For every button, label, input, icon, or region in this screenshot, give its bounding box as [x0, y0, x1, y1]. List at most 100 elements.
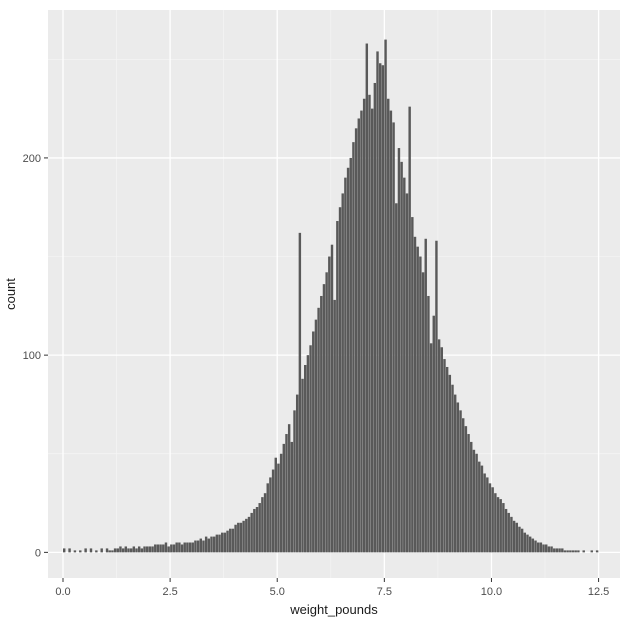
histogram-bar [288, 424, 290, 552]
histogram-bar [596, 550, 598, 552]
histogram-bar [427, 296, 429, 552]
histogram-bar [117, 548, 119, 552]
histogram-bar [542, 544, 544, 552]
histogram-bar [513, 521, 515, 553]
histogram-bar [366, 44, 368, 553]
histogram-bar [473, 450, 475, 553]
histogram-bar [591, 550, 593, 552]
histogram-bar [406, 193, 408, 552]
histogram-bar [224, 533, 226, 553]
x-tick-label: 10.0 [481, 586, 502, 598]
histogram-bar [398, 148, 400, 552]
histogram-bar [213, 537, 215, 553]
histogram-bar [285, 434, 287, 552]
histogram-bar [280, 454, 282, 553]
histogram-bar [229, 529, 231, 553]
histogram-bar [550, 546, 552, 552]
histogram-bar [524, 533, 526, 553]
histogram-bar [419, 257, 421, 553]
histogram-bar [202, 541, 204, 553]
x-tick-label: 0.0 [55, 586, 70, 598]
histogram-bar [218, 535, 220, 553]
histogram-bar [486, 477, 488, 552]
y-tick-label: 0 [35, 547, 41, 559]
histogram-bar [325, 272, 327, 552]
histogram-bar [307, 355, 309, 552]
chart-svg: 0.02.55.07.510.012.50100200weight_pounds… [0, 0, 630, 630]
histogram-bar [114, 548, 116, 552]
histogram-bar [339, 207, 341, 552]
histogram-bar [296, 395, 298, 553]
histogram-bar [435, 241, 437, 553]
x-tick-label: 5.0 [270, 586, 285, 598]
histogram-bar [159, 544, 161, 552]
histogram-bar [449, 375, 451, 552]
histogram-bar [119, 546, 121, 552]
histogram-bar [462, 418, 464, 552]
histogram-bar [526, 535, 528, 553]
histogram-bar [443, 359, 445, 552]
histogram-bar [106, 548, 108, 552]
y-tick-label: 100 [23, 350, 41, 362]
histogram-bar [320, 296, 322, 552]
histogram-bar [459, 410, 461, 552]
histogram-bar [184, 543, 186, 553]
histogram-bar [454, 395, 456, 553]
histogram-bar [441, 347, 443, 552]
histogram-bar [403, 178, 405, 553]
histogram-bar [143, 546, 145, 552]
histogram-bar [395, 203, 397, 552]
histogram-bar [205, 537, 207, 553]
histogram-bar [253, 509, 255, 552]
histogram-bar [299, 233, 301, 552]
histogram-bar [376, 51, 378, 552]
histogram-bar [532, 539, 534, 553]
histogram-bar [583, 550, 585, 552]
histogram-bar [226, 531, 228, 553]
histogram-bar [84, 548, 86, 552]
histogram-bar [79, 550, 81, 552]
histogram-bar [165, 543, 167, 553]
histogram-bar [521, 529, 523, 553]
histogram-bar [446, 367, 448, 552]
histogram-bar [111, 550, 113, 552]
histogram-bar [138, 546, 140, 552]
histogram-bar [467, 434, 469, 552]
histogram-bar [347, 168, 349, 553]
histogram-bar [363, 99, 365, 553]
histogram-bar [317, 308, 319, 553]
histogram-bar [382, 65, 384, 552]
histogram-bar [291, 442, 293, 552]
histogram-bar [237, 523, 239, 553]
histogram-bar [451, 385, 453, 553]
histogram-bar [483, 473, 485, 552]
histogram-bar [221, 533, 223, 553]
histogram-bar [558, 548, 560, 552]
histogram-bar [350, 158, 352, 552]
histogram-bar [293, 410, 295, 552]
histogram-bar [387, 99, 389, 553]
histogram-bar [572, 550, 574, 552]
histogram-bar [216, 535, 218, 553]
histogram-bar [518, 527, 520, 553]
histogram-bar [331, 245, 333, 553]
histogram-bar [341, 193, 343, 552]
histogram-bar [109, 550, 111, 552]
histogram-bar [379, 63, 381, 552]
histogram-bar [162, 544, 164, 552]
histogram-bar [167, 546, 169, 552]
x-axis-title: weight_pounds [289, 602, 378, 617]
histogram-bar [210, 537, 212, 553]
histogram-bar [355, 128, 357, 552]
histogram-bar [170, 544, 172, 552]
histogram-bar [328, 257, 330, 553]
histogram-bar [392, 122, 394, 552]
histogram-bar [505, 509, 507, 552]
histogram-bar [534, 541, 536, 553]
histogram-bar [232, 529, 234, 553]
histogram-bar [491, 487, 493, 552]
histogram-bar [497, 497, 499, 552]
histogram-bar [489, 483, 491, 552]
histogram-bar [283, 444, 285, 552]
histogram-bar [384, 40, 386, 553]
